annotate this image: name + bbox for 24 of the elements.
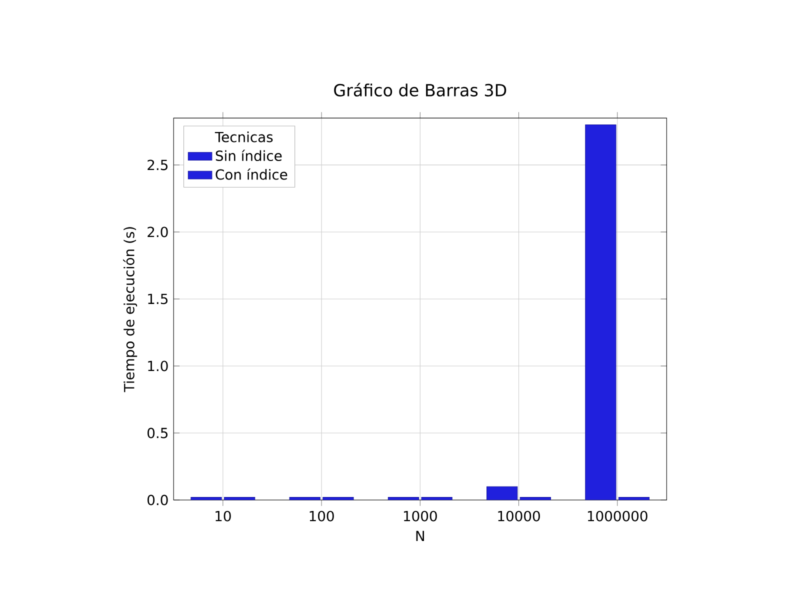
bar: [224, 497, 256, 500]
chart-title: Gráfico de Barras 3D: [334, 82, 506, 96]
legend-title: Tecnicas: [214, 132, 273, 142]
bar: [486, 486, 518, 500]
y-tick-label: 1.0: [148, 360, 168, 372]
y-axis-title: Tiempo de ejecución (s): [123, 227, 138, 392]
y-tick-label: 1.5: [148, 294, 168, 304]
bar: [618, 497, 650, 500]
bar: [421, 497, 452, 500]
x-tick-label: 1000: [404, 510, 437, 522]
y-tick-label: 2.0: [148, 226, 168, 238]
x-tick-label: 10000: [498, 510, 540, 522]
y-tick-label: 0.5: [148, 428, 168, 438]
bar: [520, 497, 551, 500]
legend-label: Sin índice: [216, 150, 282, 162]
legend-label: Con índice: [216, 168, 288, 180]
x-axis-title: N: [416, 530, 424, 541]
bar: [322, 497, 354, 500]
x-tick-label: 100: [310, 510, 334, 522]
x-tick-label: 10: [216, 510, 231, 522]
bar: [585, 124, 616, 500]
y-tick-label: 2.5: [148, 160, 168, 170]
y-tick-label: 0.0: [148, 494, 168, 506]
x-tick-label: 1000000: [588, 510, 648, 522]
